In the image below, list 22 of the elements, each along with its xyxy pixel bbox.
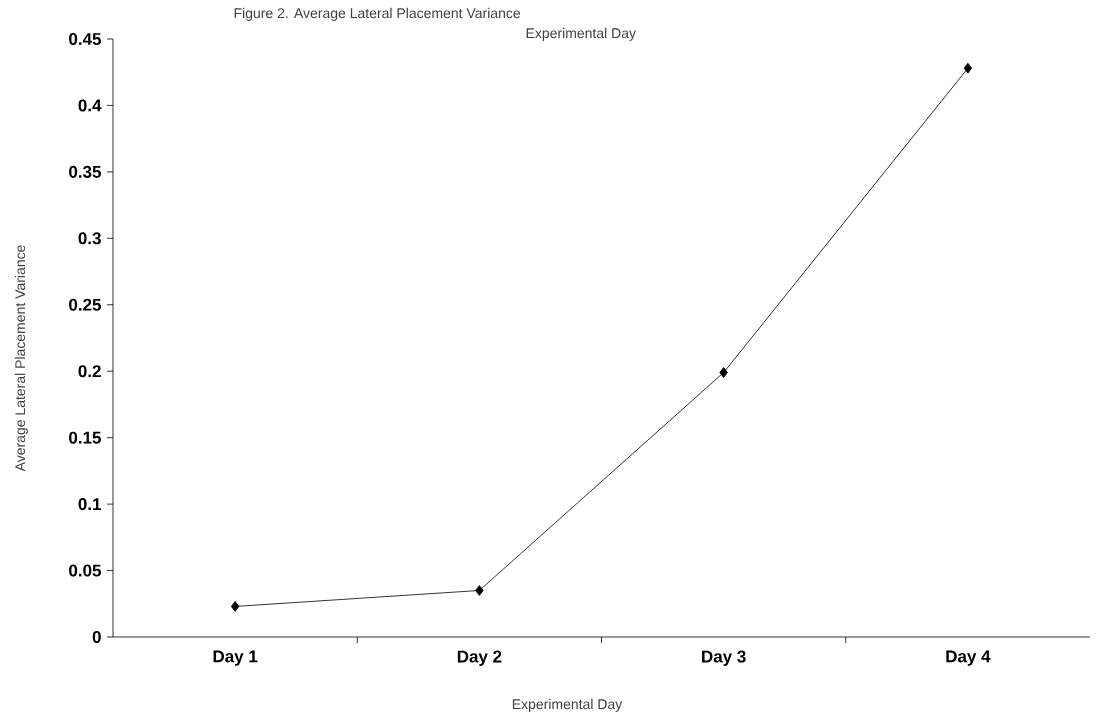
x-tick-label: Day 3 — [702, 650, 746, 666]
point — [963, 62, 973, 74]
point — [230, 600, 240, 612]
x-tick-label: Day 1 — [213, 650, 258, 666]
y-tick-label: 0.2 — [78, 365, 101, 378]
y-tick-label: 0.1 — [78, 497, 102, 511]
y-tick-label: 0.4 — [78, 99, 102, 112]
y-tick-label: 0 — [92, 630, 101, 643]
y-axis-title: Average Lateral Placement Variance — [14, 245, 28, 472]
y-tick-label: 0.35 — [69, 165, 102, 178]
y-tick-label: 0.25 — [69, 298, 102, 311]
x-tick-label: Day 4 — [946, 650, 991, 666]
y-tick-label: 0.45 — [69, 32, 102, 45]
y-tick-label: 0.3 — [78, 232, 101, 245]
x-axis-title: Experimental Day — [512, 698, 623, 712]
x-tick-label: Day 2 — [457, 650, 502, 666]
point — [719, 367, 728, 378]
point — [475, 584, 484, 596]
y-tick-label: 0.15 — [69, 431, 102, 444]
y-tick-label: 0.05 — [69, 564, 102, 577]
chart-subtitle: Experimental Day — [526, 27, 636, 41]
chart-title: Figure 2. Average Lateral Placement Variance — [234, 7, 521, 21]
